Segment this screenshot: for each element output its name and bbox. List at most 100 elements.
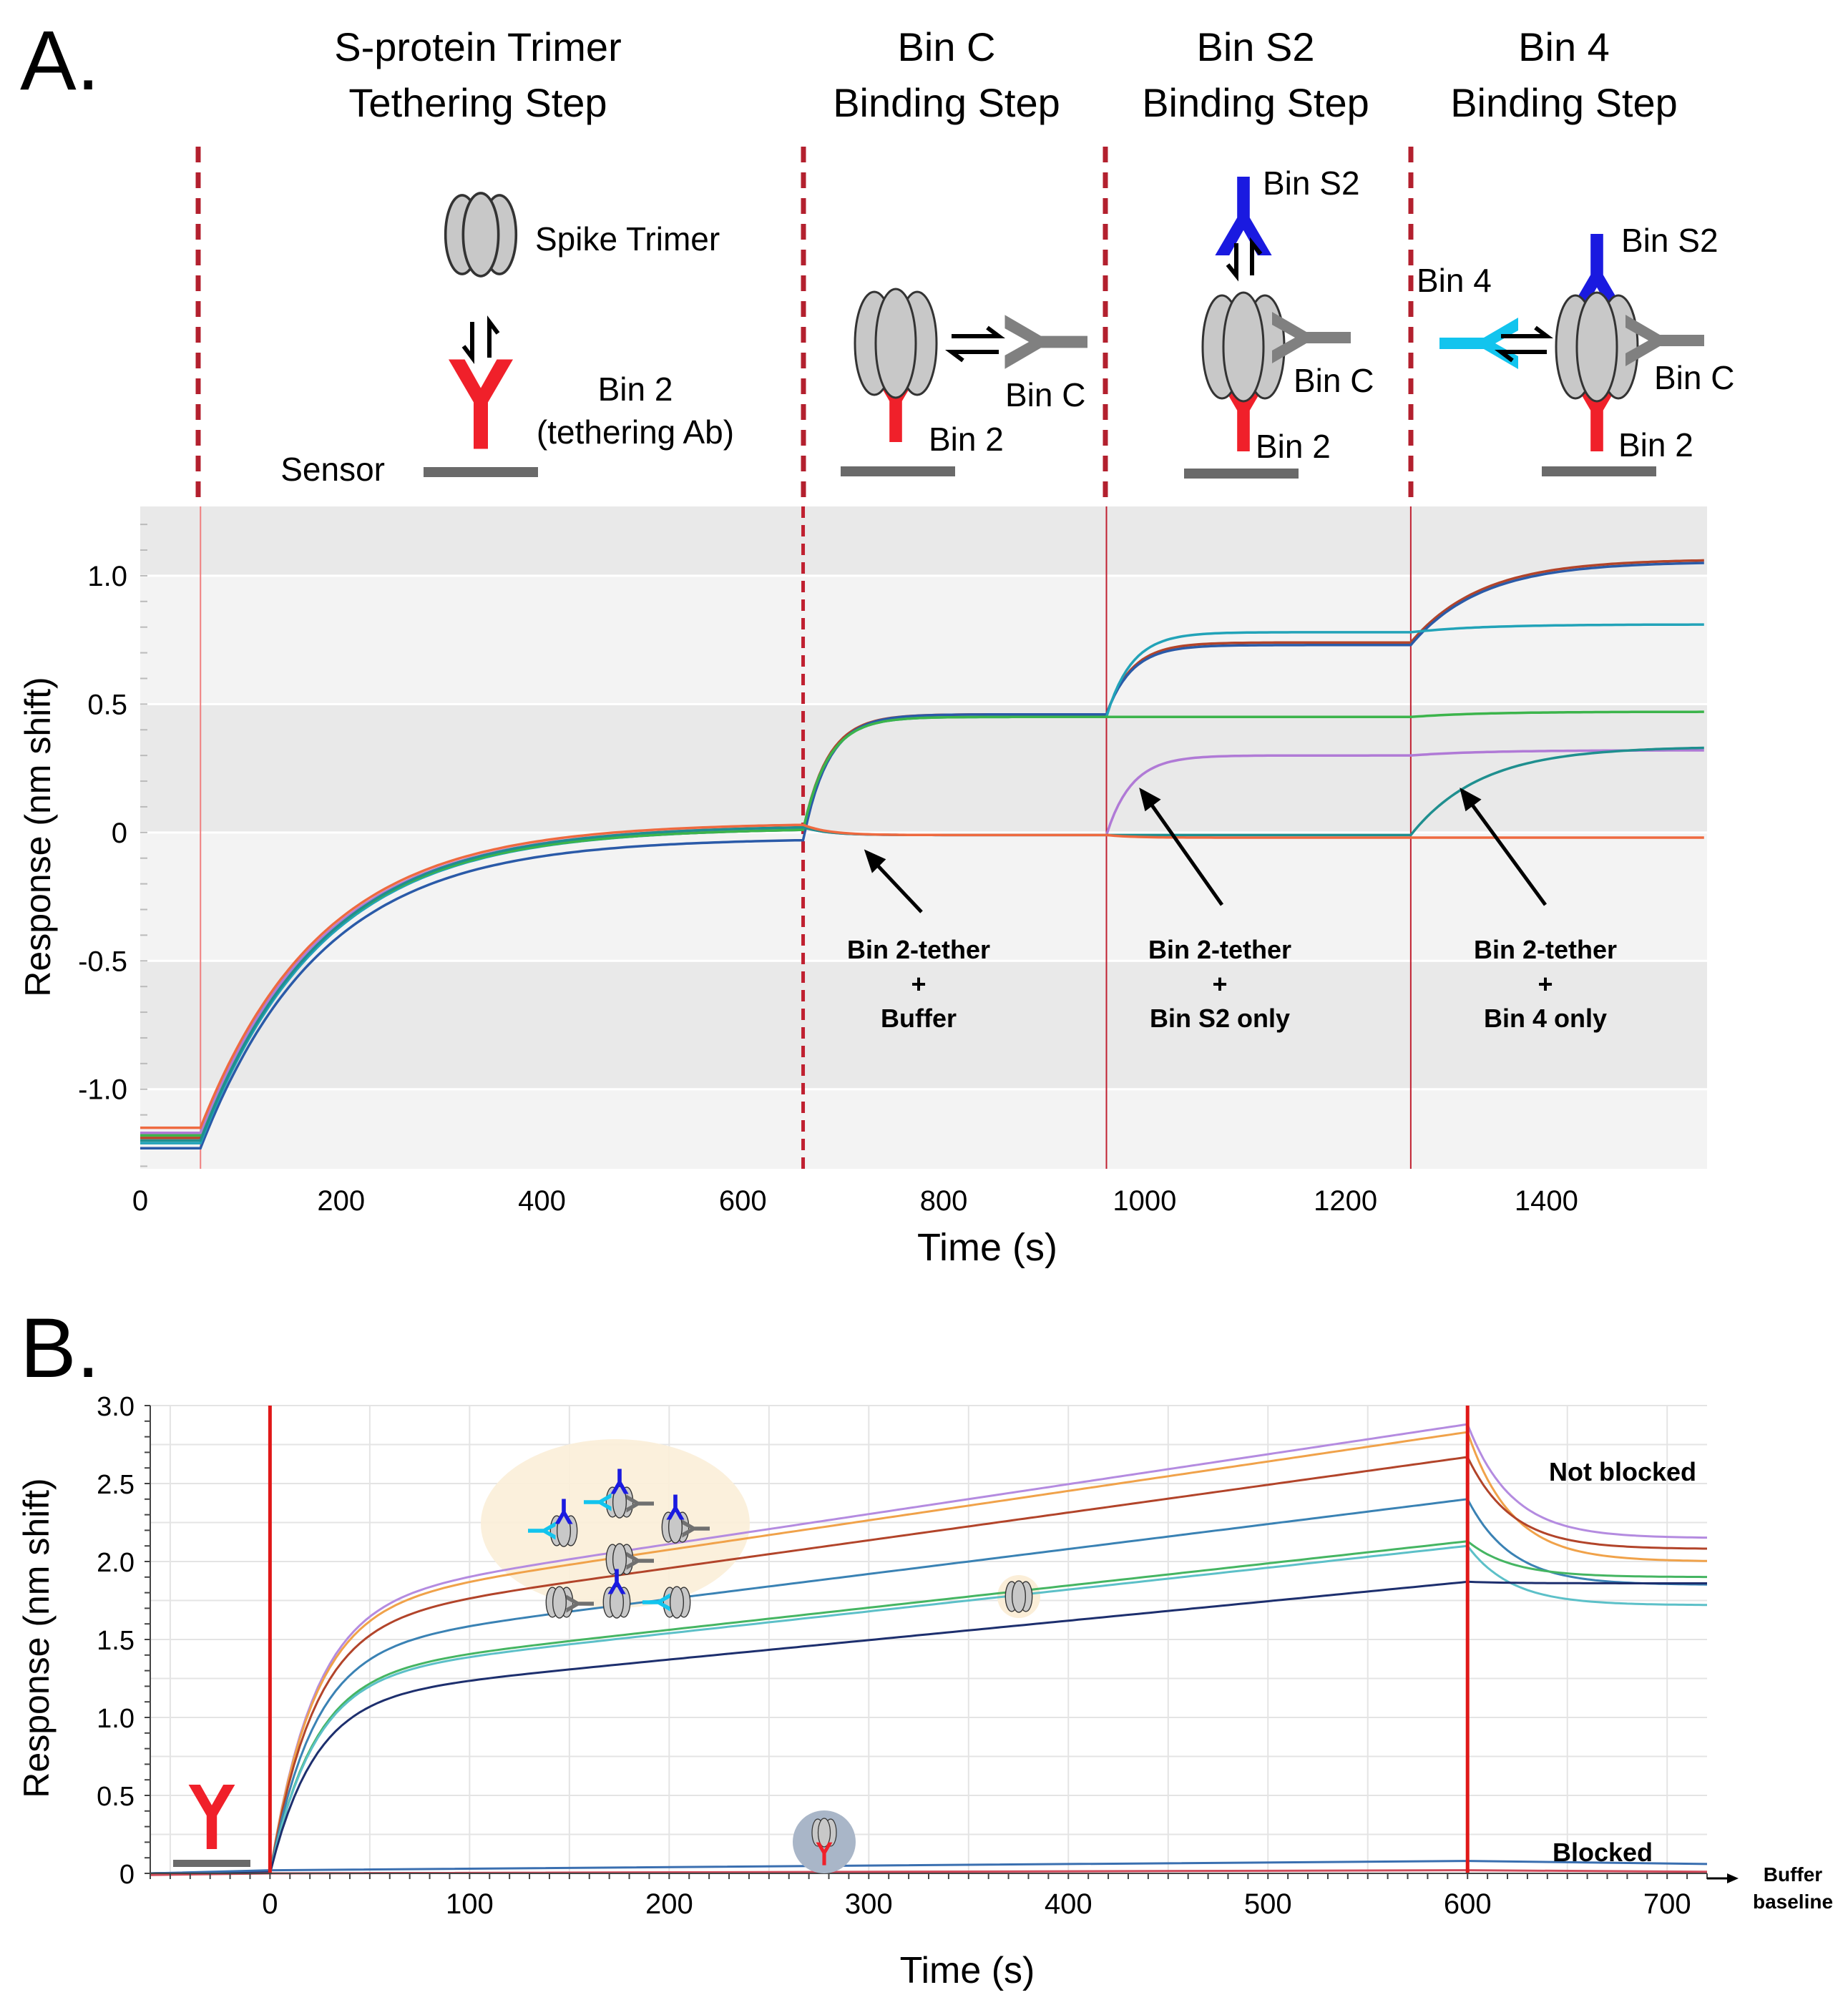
spike-trimer-icon: [444, 192, 518, 278]
spike-trimer-icon: [854, 288, 938, 399]
annotation-1-line3: Buffer: [881, 1004, 957, 1033]
annotation-1-line1: Bin 2-tether: [847, 935, 990, 964]
binc-label: Bin C: [1005, 376, 1085, 413]
plot-b-ytick-label: 0: [119, 1860, 135, 1890]
sensor-label: Sensor: [280, 451, 385, 488]
plot-a-ytick-label: 0.5: [87, 689, 127, 720]
trimer-icon: [602, 1586, 631, 1619]
plot-b-series-line: [150, 1580, 1707, 1875]
annotation-2-line1: Bin 2-tether: [1148, 935, 1291, 964]
equilibrium-arrows-horizontal-icon: [1495, 325, 1553, 363]
bin2-label: Bin 2: [1256, 428, 1331, 465]
plot-a-series-line: [140, 562, 1704, 1150]
step-title-bin4-2: Binding Step: [1450, 80, 1678, 125]
plot-a-axes: 1.0 0.5 0 -0.5 -1.0 0 200 400 600 800 1000 1200 1400: [78, 561, 1578, 1217]
plot-a-xtick-label: 800: [920, 1185, 968, 1217]
trimer-icon: [545, 1586, 574, 1619]
plot-b-series-line: [150, 1423, 1707, 1875]
spike-trimer-icon: [1201, 291, 1286, 403]
plot-a-series-line: [140, 823, 1704, 1129]
plot-a-ytick-label: 0: [112, 818, 127, 849]
plot-b-ytick-label: 0.5: [97, 1782, 135, 1812]
equilibrium-arrows-vertical-icon: [461, 315, 500, 364]
panel-a-ylabel: Response (nm shift): [18, 677, 58, 996]
trimer-icon: [811, 1818, 837, 1848]
trimer-icon: [549, 1514, 578, 1547]
step-titles: S-protein Trimer Tethering Step Bin C Bi…: [334, 24, 1678, 125]
buffer-baseline-arrow: [1707, 1873, 1739, 1883]
plot-b-ytick-label: 1.0: [97, 1704, 135, 1734]
blocked-label: Blocked: [1553, 1838, 1653, 1867]
plot-b-ytick-label: 2.5: [97, 1470, 135, 1500]
step-title-binc-1: Bin C: [898, 24, 996, 69]
plot-a-xtick-label: 0: [132, 1185, 148, 1217]
annotation-3-line1: Bin 2-tether: [1474, 935, 1617, 964]
plot-a-xtick-label: 200: [317, 1185, 365, 1217]
plot-b-series: [150, 1406, 1708, 1876]
plot-b-xtick-label: 700: [1643, 1888, 1691, 1920]
spike-trimer-label: Spike Trimer: [535, 220, 720, 258]
bin2-label: Bin 2: [1618, 426, 1693, 464]
plot-b-xtick-label: 0: [262, 1888, 278, 1920]
annotation-3-line3: Bin 4 only: [1484, 1004, 1607, 1033]
equilibrium-arrows-vertical-icon: [1226, 237, 1263, 282]
plot-a-xtick-label: 600: [719, 1185, 767, 1217]
sensor-bar: [1542, 466, 1656, 476]
panel-b-label: B.: [20, 1301, 100, 1396]
sensor-bar: [173, 1860, 250, 1867]
annotation-arrow-2: [1147, 800, 1224, 906]
plot-b-xtick-label: 600: [1444, 1888, 1492, 1920]
plot-b-axes: 0 0.5 1.0 1.5 2.0 2.5 3.0 0 100 200 300 400 500 600 70…: [97, 1392, 1708, 1920]
bin4-antibody-icon: [1439, 318, 1518, 369]
plot-a-frame: [140, 506, 1707, 1169]
buffer-label-1: Buffer: [1764, 1863, 1823, 1886]
plot-a-xtick-label: 1200: [1314, 1185, 1377, 1217]
bins2-label: Bin S2: [1263, 165, 1360, 202]
trimer-icon: [605, 1486, 634, 1519]
bin2-label: Bin 2: [929, 421, 1004, 458]
step-title-tethering-2: Tethering Step: [348, 80, 607, 125]
equilibrium-arrows-horizontal-icon: [945, 325, 1005, 363]
plot-b-series-line: [150, 1540, 1707, 1875]
binc-antibody-icon: [1004, 315, 1087, 369]
spike-trimer-icon: [1555, 291, 1639, 403]
plot-b-ytick-label: 3.0: [97, 1392, 135, 1422]
step-title-bins2-2: Binding Step: [1142, 80, 1369, 125]
plot-a-ytick-label: -1.0: [78, 1074, 127, 1106]
trimer-icon: [1004, 1580, 1033, 1613]
panel-b-ylabel: Response (nm shift): [16, 1478, 57, 1798]
plot-a-series-line: [140, 710, 1704, 1137]
panel-a-plot: 1.0 0.5 0 -0.5 -1.0 0 200 400 600 800 1000 1200 1400: [78, 506, 1707, 1217]
bin4-label: Bin 4: [1417, 262, 1492, 299]
bin2-label-2: (tethering Ab): [537, 413, 734, 451]
plot-b-xtick-label: 200: [645, 1888, 693, 1920]
not-blocked-label: Not blocked: [1549, 1457, 1696, 1486]
step-boundaries: [195, 147, 1414, 501]
bin2-antibody-icon: [449, 359, 513, 449]
sensor-bar: [1184, 469, 1299, 479]
bins2-diagram: Bin S2 Bin C Bin 2: [1184, 165, 1374, 479]
plot-b-series-line: [150, 1544, 1707, 1875]
plot-b-series-line: [150, 1498, 1708, 1875]
annotation-1-line2: +: [911, 969, 926, 999]
step-title-binc-2: Binding Step: [833, 80, 1060, 125]
plot-a-bands: [140, 506, 1707, 1089]
annotation-3-line2: +: [1537, 969, 1553, 999]
plot-a-ytick-label: 1.0: [87, 561, 127, 592]
plot-a-xtick-label: 400: [518, 1185, 566, 1217]
plot-a-series: [140, 559, 1704, 1150]
plot-a-band: [140, 961, 1707, 1089]
binc-label: Bin C: [1654, 359, 1734, 396]
buffer-label-2: baseline: [1753, 1891, 1833, 1913]
plot-a-ytick-label: -0.5: [78, 946, 127, 977]
annotation-arrowhead-1: [864, 849, 886, 873]
step-title-bins2-1: Bin S2: [1197, 24, 1315, 69]
sensor-bar: [424, 467, 538, 477]
bin4-diagram: Bin 4 Bin S2 Bin C Bin 2: [1417, 222, 1734, 476]
annotation-arrowhead-3: [1460, 788, 1482, 812]
plot-b-xtick-label: 500: [1244, 1888, 1292, 1920]
binc-diagram: Bin C Bin 2: [841, 288, 1087, 476]
plot-b-series-line: [150, 1431, 1707, 1875]
plot-b-xtick-label: 300: [845, 1888, 893, 1920]
